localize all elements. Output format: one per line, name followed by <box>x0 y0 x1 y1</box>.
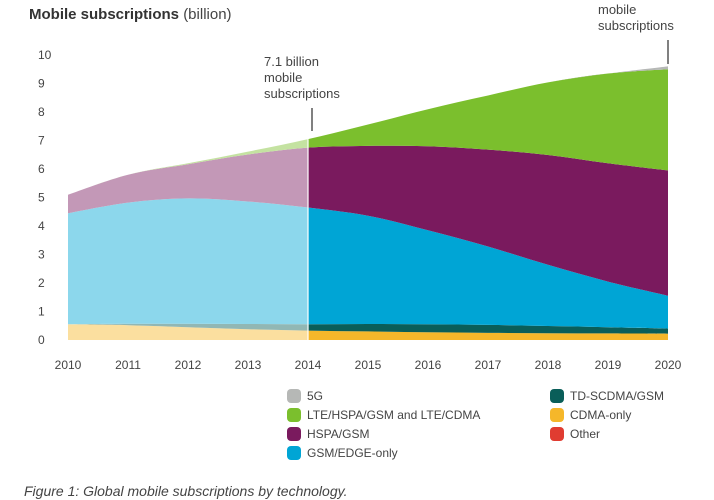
y-tick-label: 9 <box>38 77 45 91</box>
x-tick-label: 2015 <box>355 358 382 372</box>
y-tick-label: 6 <box>38 162 45 176</box>
figure-caption: Figure 1: Global mobile subscriptions by… <box>24 483 348 499</box>
area-gsm-edge-only-forecast <box>308 207 668 329</box>
area-lte-hspa-gsm-and-lte-cdma-forecast <box>308 69 668 171</box>
x-tick-label: 2011 <box>115 358 141 372</box>
x-tick-label: 2016 <box>415 358 442 372</box>
area-hspa-gsm-historical <box>68 147 308 214</box>
area-cdma-only-historical <box>68 324 308 340</box>
y-tick-label: 7 <box>38 134 45 148</box>
chart-title-unit: (billion) <box>183 6 232 23</box>
annotation-text: subscriptions <box>598 18 674 33</box>
x-tick-label: 2017 <box>475 358 502 372</box>
y-tick-label: 10 <box>38 48 52 62</box>
y-tick-label: 0 <box>38 333 45 347</box>
y-tick-label: 3 <box>38 248 45 262</box>
y-tick-label: 1 <box>38 305 45 319</box>
x-tick-label: 2020 <box>655 358 682 372</box>
x-tick-label: 2013 <box>235 358 262 372</box>
annotation-text: mobile <box>264 70 302 85</box>
x-tick-label: 2014 <box>295 358 322 372</box>
area-hspa-gsm-forecast <box>308 145 668 296</box>
annotation-text: 7.1 billion <box>264 54 319 69</box>
annotation-text: mobile <box>598 2 636 17</box>
area-gsm-edge-only-historical <box>68 198 308 325</box>
area-td-scdma-gsm-forecast <box>308 324 668 334</box>
area-lte-hspa-gsm-and-lte-cdma-historical <box>68 139 308 195</box>
chart-title-text: Mobile subscriptions <box>29 6 180 23</box>
y-tick-label: 8 <box>38 105 45 119</box>
x-tick-label: 2018 <box>535 358 562 372</box>
y-tick-label: 5 <box>38 191 45 205</box>
y-tick-label: 4 <box>38 219 45 233</box>
x-tick-label: 2019 <box>595 358 622 372</box>
area-td-scdma-gsm-historical <box>68 323 308 331</box>
chart-title: Mobile subscriptions (billion) <box>29 6 232 23</box>
area-chart: 0 1 2 3 4 5 6 7 8 9 10 2010 2011 2012 2013 2014 2015 2016… <box>38 0 682 372</box>
annotation-text: 9.5 billion <box>598 0 653 1</box>
y-tick-label: 2 <box>38 276 45 290</box>
x-tick-label: 2010 <box>55 358 82 372</box>
area-cdma-only-forecast <box>308 330 668 340</box>
x-tick-label: 2012 <box>175 358 202 372</box>
annotation-text: subscriptions <box>264 86 340 101</box>
